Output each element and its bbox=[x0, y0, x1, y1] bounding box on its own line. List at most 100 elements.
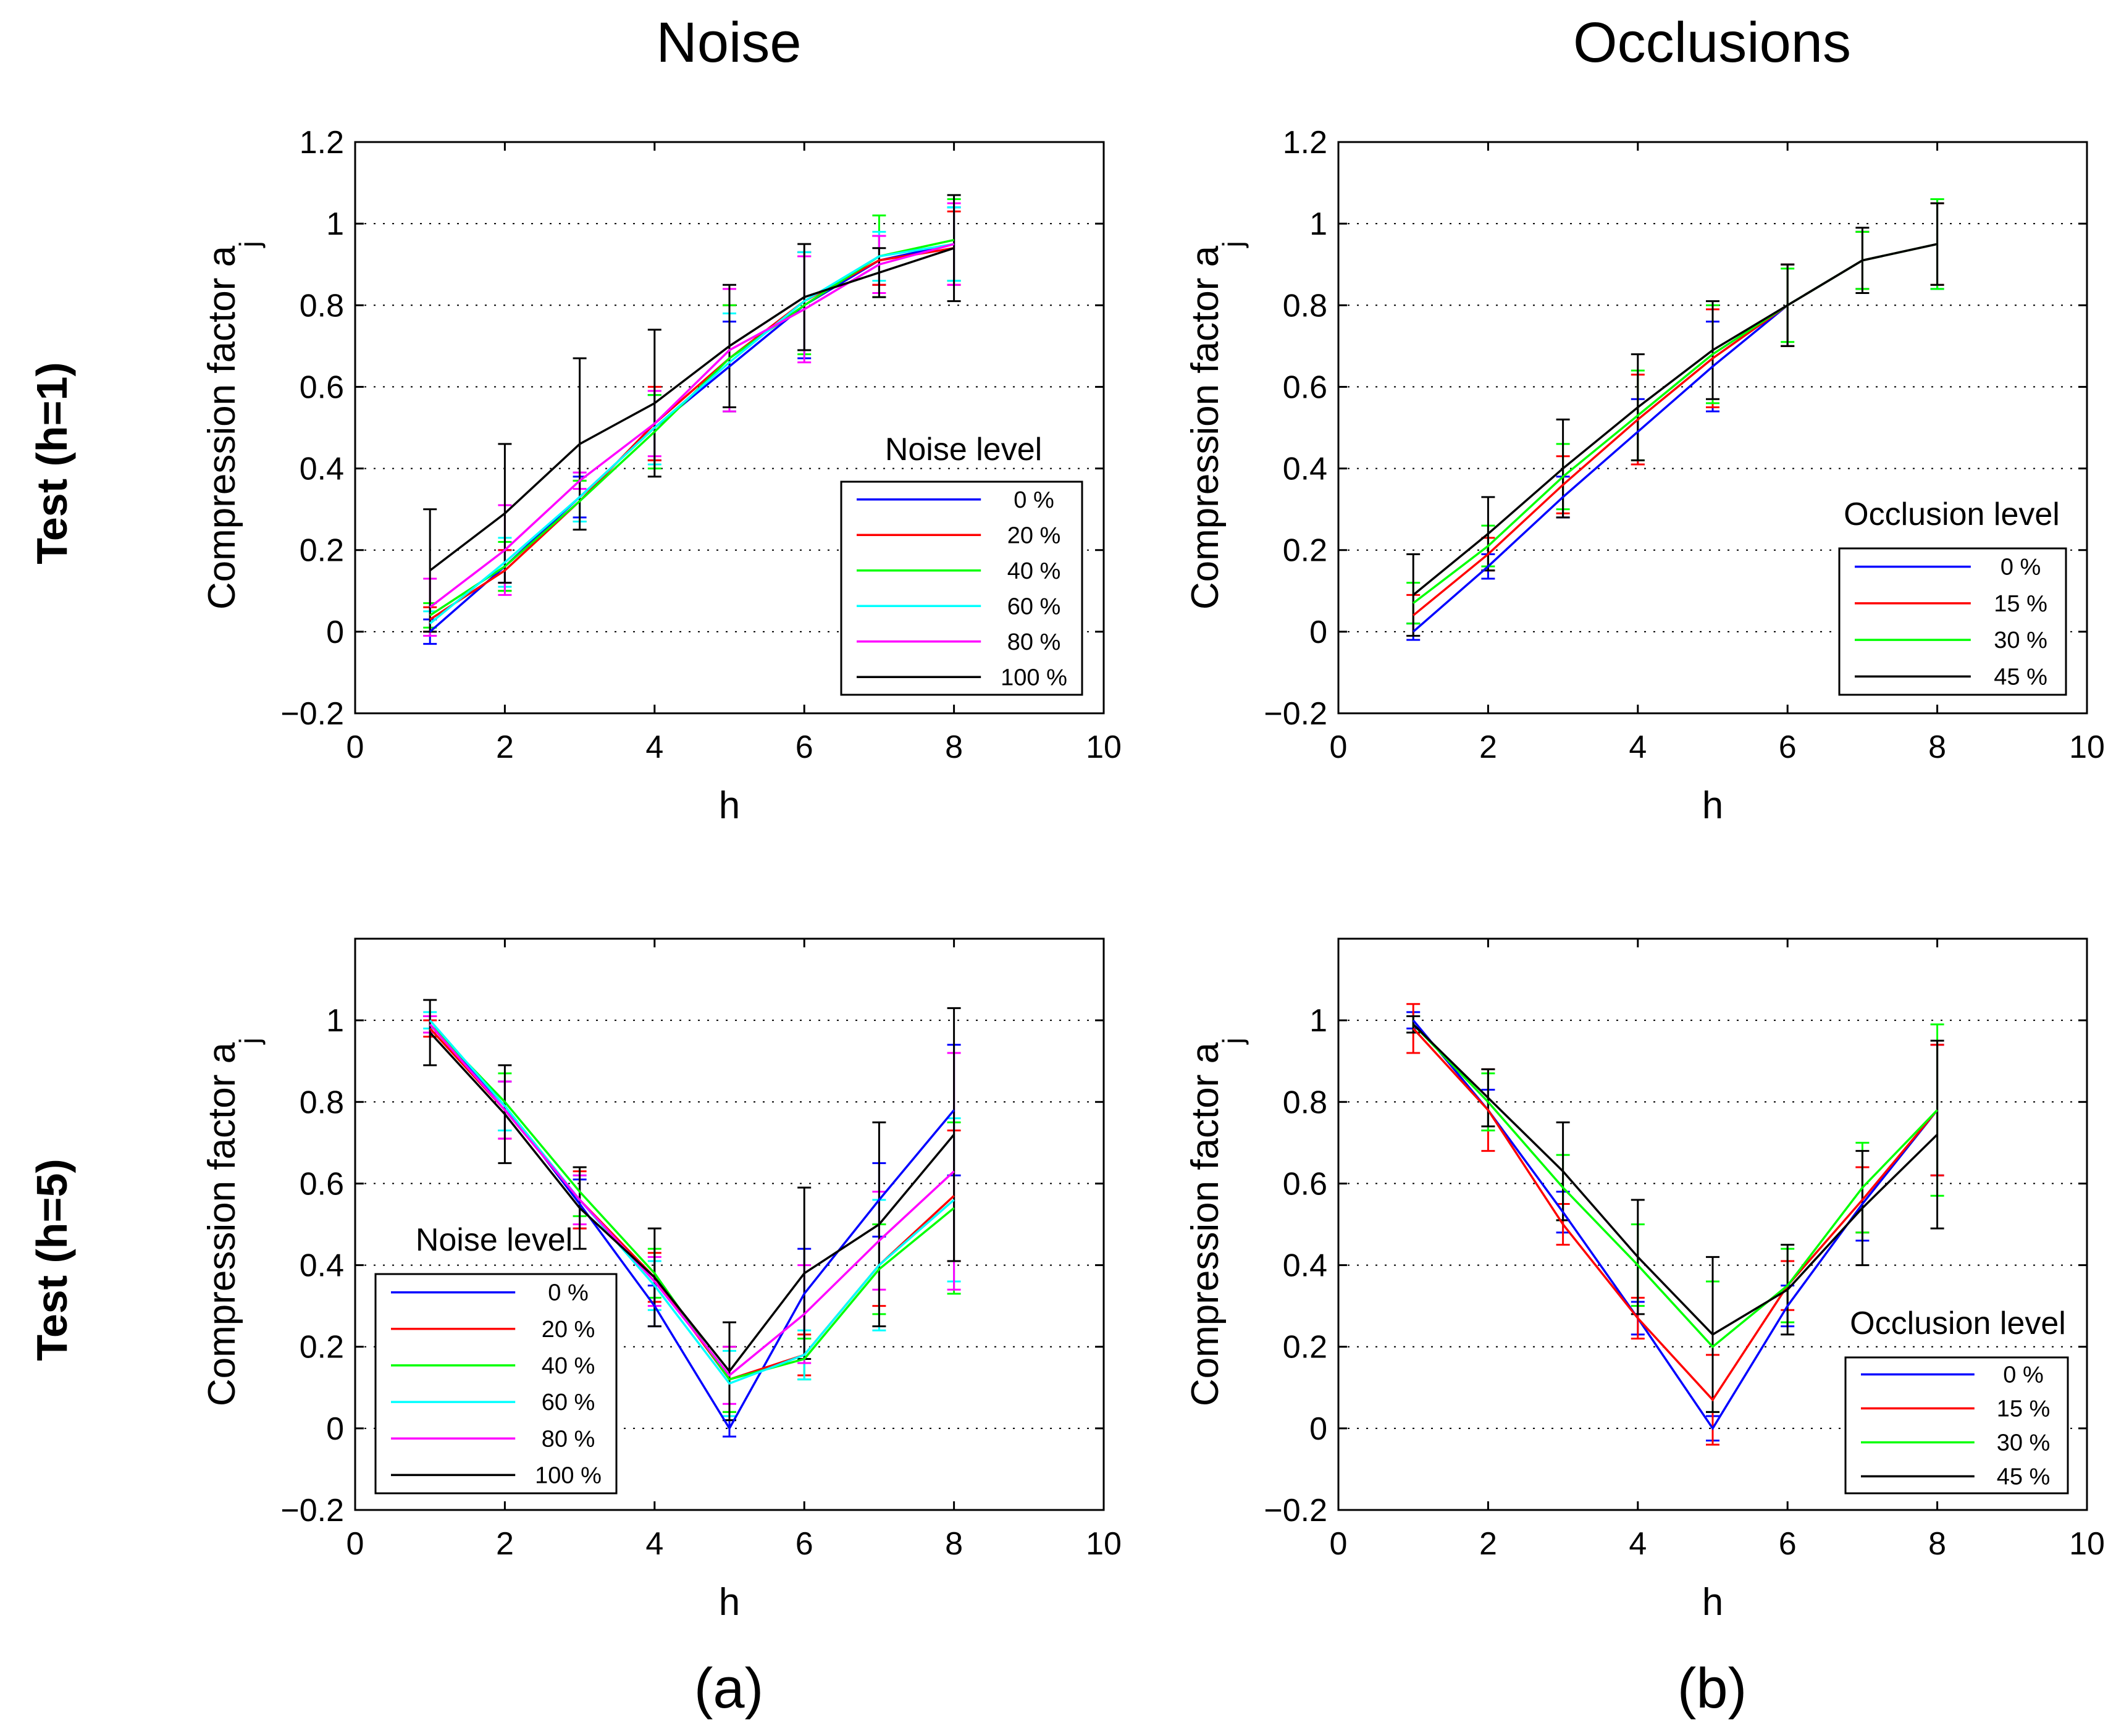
legend-label: 60 % bbox=[1007, 593, 1061, 619]
y-tick-label: 0 bbox=[326, 614, 344, 650]
x-tick-label: 4 bbox=[645, 729, 663, 765]
axes-frame bbox=[1337, 937, 2088, 1511]
series-line-black bbox=[429, 247, 955, 572]
y-tick-label: 0.4 bbox=[1283, 1248, 1327, 1284]
series-line-black bbox=[1413, 243, 1938, 596]
y-tick-label: 0.8 bbox=[300, 1084, 344, 1120]
y-axis-label-group: Compression factor aj bbox=[201, 1038, 266, 1406]
subfig-label-b: (b) bbox=[1677, 1657, 1747, 1720]
x-tick-label: 8 bbox=[945, 1526, 963, 1562]
x-tick-label: 10 bbox=[1086, 1526, 1122, 1562]
x-axis-label: h bbox=[1702, 784, 1723, 827]
y-tick-label: 0.6 bbox=[300, 1166, 344, 1202]
y-axis-label: Compression factor a bbox=[201, 245, 243, 610]
y-tick-label: 0.6 bbox=[1283, 369, 1327, 405]
x-tick-label: 2 bbox=[1479, 1526, 1497, 1562]
y-tick-label: 0 bbox=[1309, 1411, 1327, 1447]
x-tick-label: 6 bbox=[1779, 729, 1797, 765]
y-axis-label-group: Compression factor aj bbox=[1184, 1038, 1249, 1406]
x-tick-label: 6 bbox=[796, 729, 813, 765]
legend-box bbox=[1838, 547, 2067, 696]
y-tick-label: 0.2 bbox=[300, 1330, 344, 1365]
series-line-cyan bbox=[429, 1019, 955, 1385]
chart-panel-occlusions-h1: −0.200.20.40.60.811.20 2 4 6 8 10hCompression… bbox=[1184, 125, 2105, 827]
x-tick-label: 6 bbox=[1779, 1526, 1797, 1562]
y-tick-label: 0.8 bbox=[1283, 288, 1327, 324]
row-title-h1: Test (h=1) bbox=[28, 362, 76, 564]
y-tick-label: 0.4 bbox=[300, 451, 344, 487]
y-tick-label: −0.2 bbox=[1264, 1493, 1327, 1528]
y-tick-label: 1.2 bbox=[300, 125, 344, 161]
legend-title: Occlusion level bbox=[1850, 1306, 2066, 1341]
x-axis-label: h bbox=[719, 1581, 740, 1624]
legend-box bbox=[840, 480, 1083, 696]
legend-label: 30 % bbox=[1997, 1430, 2051, 1456]
x-tick-label: 10 bbox=[2069, 729, 2105, 765]
x-tick-label: 4 bbox=[1629, 729, 1647, 765]
y-tick-label: 1 bbox=[326, 1003, 344, 1039]
y-tick-label: 0.4 bbox=[300, 1248, 344, 1284]
series-line-cyan bbox=[429, 243, 954, 624]
x-tick-label: 6 bbox=[796, 1526, 813, 1562]
y-tick-label: 0 bbox=[1309, 614, 1327, 650]
x-tick-label: 8 bbox=[945, 729, 963, 765]
axes-frame bbox=[1337, 141, 2088, 715]
row-title-h5: Test (h=5) bbox=[28, 1159, 76, 1361]
series-line-magenta bbox=[429, 243, 955, 608]
x-tick-label: 8 bbox=[1928, 729, 1946, 765]
legend-title: Noise level bbox=[416, 1222, 573, 1258]
legend-label: 20 % bbox=[542, 1317, 595, 1343]
legend-label: 40 % bbox=[542, 1353, 595, 1379]
legend-title: Noise level bbox=[885, 432, 1042, 468]
legend-label: 0 % bbox=[2001, 555, 2041, 581]
series-line-magenta bbox=[429, 1023, 955, 1377]
x-tick-label: 4 bbox=[1629, 1526, 1647, 1562]
legend-label: 45 % bbox=[1994, 664, 2047, 690]
x-axis-label: h bbox=[719, 784, 740, 827]
x-tick-label: 4 bbox=[645, 1526, 663, 1562]
y-tick-label: 0.8 bbox=[1283, 1084, 1327, 1120]
legend-label: 0 % bbox=[2003, 1362, 2043, 1388]
axes-frame bbox=[354, 937, 1105, 1511]
y-axis-label-group: Compression factor aj bbox=[201, 241, 266, 610]
legend-box bbox=[374, 1273, 618, 1495]
legend-label: 80 % bbox=[542, 1426, 595, 1452]
y-tick-label: 0.2 bbox=[1283, 1330, 1327, 1365]
x-tick-label: 0 bbox=[346, 729, 364, 765]
y-tick-label: −0.2 bbox=[280, 1493, 344, 1528]
y-tick-label: −0.2 bbox=[280, 696, 344, 732]
series-line-black bbox=[429, 1031, 955, 1373]
y-axis-label-group: Compression factor aj bbox=[1184, 241, 1249, 610]
legend-label: 0 % bbox=[548, 1280, 588, 1306]
x-tick-label: 10 bbox=[1086, 729, 1122, 765]
legend-label: 100 % bbox=[1001, 665, 1067, 690]
axes-frame bbox=[354, 141, 1105, 715]
legend-label: 15 % bbox=[1997, 1396, 2051, 1422]
legend-label: 20 % bbox=[1007, 522, 1061, 548]
y-tick-label: 1 bbox=[1309, 206, 1327, 242]
y-axis-label-subscript: j bbox=[233, 1038, 266, 1045]
legend-label: 0 % bbox=[1014, 487, 1054, 513]
x-tick-label: 8 bbox=[1928, 1526, 1946, 1562]
y-tick-label: 0.6 bbox=[300, 369, 344, 405]
x-tick-label: 0 bbox=[1330, 1526, 1348, 1562]
x-tick-label: 10 bbox=[2069, 1526, 2105, 1562]
y-tick-label: −0.2 bbox=[1264, 696, 1327, 732]
y-axis-label-subscript: j bbox=[1217, 1038, 1249, 1045]
col-title-noise: Noise bbox=[656, 11, 801, 74]
legend-label: 80 % bbox=[1007, 629, 1061, 655]
x-tick-label: 0 bbox=[346, 1526, 364, 1562]
y-tick-label: 0.4 bbox=[1283, 451, 1327, 487]
y-tick-label: 0.8 bbox=[300, 288, 344, 324]
subfig-label-a: (a) bbox=[694, 1657, 763, 1720]
x-tick-label: 2 bbox=[496, 729, 514, 765]
col-title-occlusions: Occlusions bbox=[1573, 11, 1851, 74]
series-line-red bbox=[429, 247, 954, 621]
y-axis-label: Compression factor a bbox=[1184, 245, 1227, 610]
legend-label: 45 % bbox=[1997, 1464, 2051, 1490]
series-line-red bbox=[1412, 1028, 1938, 1402]
y-tick-label: 1.2 bbox=[1283, 125, 1327, 161]
